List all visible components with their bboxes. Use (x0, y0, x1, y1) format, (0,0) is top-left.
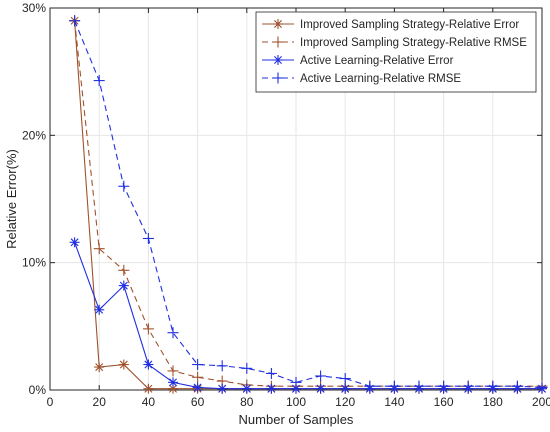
x-axis-label: Number of Samples (239, 412, 354, 427)
data-point-improved-sampling-strategy-relative-rmse (118, 264, 130, 276)
data-point-active-learning-relative-rmse (265, 367, 277, 379)
x-tick-label: 40 (142, 395, 156, 409)
data-point-improved-sampling-strategy-relative-rmse (142, 323, 154, 335)
data-point-active-learning-relative-rmse (438, 380, 450, 392)
data-point-improved-sampling-strategy-relative-rmse (93, 243, 105, 255)
legend-marker-improved-sampling-strategy-relative-error (273, 19, 283, 29)
x-tick-label: 180 (483, 395, 503, 409)
data-point-active-learning-relative-rmse (364, 380, 376, 392)
data-point-improved-sampling-strategy-relative-error (143, 383, 154, 394)
x-tick-label: 20 (93, 395, 107, 409)
data-point-active-learning-relative-rmse (339, 373, 351, 385)
legend-marker-active-learning-relative-error (273, 55, 283, 65)
data-point-active-learning-relative-error (168, 377, 178, 388)
legend-label-improved-sampling-strategy-relative-rmse: Improved Sampling Strategy-Relative RMSE (300, 37, 527, 49)
data-point-active-learning-relative-rmse (69, 15, 81, 27)
data-point-active-learning-relative-rmse (536, 381, 548, 393)
data-point-active-learning-relative-rmse (388, 380, 400, 392)
x-tick-label: 100 (286, 395, 306, 409)
data-point-active-learning-relative-rmse (142, 232, 154, 244)
legend: Improved Sampling Strategy-Relative Erro… (255, 11, 537, 93)
x-tick-label: 60 (191, 395, 205, 409)
data-point-active-learning-relative-rmse (167, 327, 179, 339)
y-tick-label: 20% (22, 128, 46, 142)
data-point-active-learning-relative-error (69, 237, 80, 248)
data-point-improved-sampling-strategy-relative-rmse (167, 365, 179, 377)
data-point-active-learning-relative-rmse (93, 75, 105, 87)
y-axis-label: Relative Error(%) (4, 149, 19, 249)
data-point-improved-sampling-strategy-relative-error (118, 359, 129, 370)
data-point-active-learning-relative-error (192, 382, 203, 393)
series-line-improved-sampling-strategy-relative-rmse (74, 20, 542, 387)
x-tick-label: 200 (532, 395, 550, 409)
data-point-active-learning-relative-rmse (462, 380, 474, 392)
data-point-active-learning-relative-error (340, 383, 351, 394)
data-point-improved-sampling-strategy-relative-error (94, 362, 105, 373)
x-tick-label: 120 (335, 395, 355, 409)
data-point-active-learning-relative-rmse (315, 370, 327, 382)
x-tick-label: 0 (47, 395, 54, 409)
legend-label-improved-sampling-strategy-relative-error: Improved Sampling Strategy-Relative Erro… (300, 19, 519, 31)
data-point-active-learning-relative-rmse (487, 380, 499, 392)
data-point-active-learning-relative-error (118, 280, 129, 291)
x-tick-label: 140 (384, 395, 404, 409)
series-active-learning-relative-rmse (69, 15, 548, 393)
data-point-active-learning-relative-rmse (216, 360, 228, 372)
x-tick-label: 160 (434, 395, 454, 409)
series-active-learning-relative-error (69, 237, 547, 394)
data-point-improved-sampling-strategy-relative-rmse (192, 371, 204, 383)
y-tick-label: 10% (22, 256, 46, 270)
data-point-active-learning-relative-rmse (241, 362, 253, 374)
legend-marker-active-learning-relative-rmse (272, 72, 284, 84)
data-point-active-learning-relative-error (291, 383, 301, 394)
y-tick-label: 30% (22, 1, 46, 15)
legend-box (255, 11, 537, 93)
data-point-active-learning-relative-error (241, 383, 252, 394)
legend-marker-improved-sampling-strategy-relative-rmse (272, 36, 284, 48)
data-point-active-learning-relative-error (94, 304, 105, 315)
data-point-active-learning-relative-rmse (511, 380, 523, 392)
series-line-active-learning-relative-rmse (74, 20, 543, 388)
series-group (69, 15, 548, 394)
data-point-active-learning-relative-error (143, 359, 154, 370)
series-line-active-learning-relative-error (74, 242, 542, 390)
data-point-active-learning-relative-error (266, 383, 277, 394)
data-point-active-learning-relative-error (217, 383, 228, 394)
data-point-active-learning-relative-rmse (290, 376, 302, 388)
x-tick-label: 80 (240, 395, 254, 409)
data-point-active-learning-relative-rmse (413, 380, 425, 392)
data-point-active-learning-relative-rmse (118, 180, 130, 192)
legend-label-active-learning-relative-error: Active Learning-Relative Error (300, 55, 454, 67)
data-point-active-learning-relative-rmse (192, 359, 204, 371)
data-point-active-learning-relative-error (315, 383, 326, 394)
y-tick-label: 0% (29, 383, 47, 397)
legend-label-active-learning-relative-rmse: Active Learning-Relative RMSE (300, 73, 461, 85)
